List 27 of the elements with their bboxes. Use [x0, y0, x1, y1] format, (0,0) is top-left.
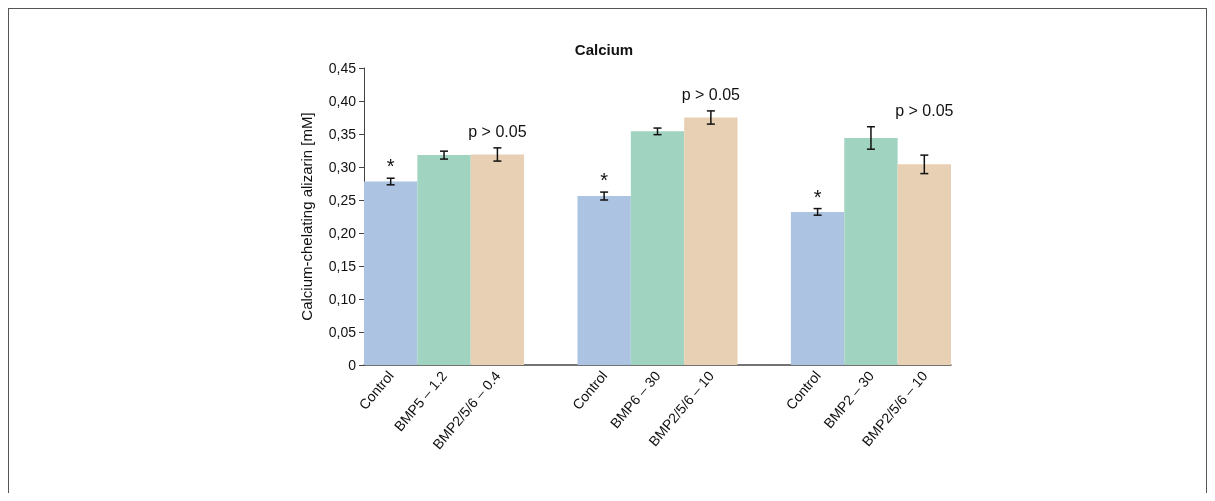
bar [577, 196, 631, 365]
y-tick-label: 0,15 [328, 258, 357, 274]
bar [844, 137, 898, 365]
bar [684, 117, 738, 365]
y-tick-label: 0,05 [328, 324, 357, 340]
y-tick-label: 0,35 [328, 126, 357, 142]
y-tick-label: 0,20 [328, 225, 357, 241]
annotation: * [600, 169, 609, 192]
annotation: p > 0.05 [468, 123, 527, 141]
y-tick-label: 0 [348, 357, 357, 373]
y-tick-label: 0,10 [328, 291, 357, 307]
y-tick-label: 0,45 [328, 60, 357, 76]
y-axis-title: Calcium-chelating alizarin [mM] [298, 112, 315, 321]
y-tick-label: 0,40 [328, 93, 357, 109]
bar [417, 155, 471, 365]
bar [630, 131, 685, 365]
bar [470, 154, 525, 365]
chart-title: Calcium [574, 41, 634, 58]
bar [897, 164, 951, 365]
bar [364, 181, 418, 365]
annotation: p > 0.05 [895, 102, 954, 120]
annotation: p > 0.05 [681, 86, 741, 104]
annotation: * [386, 155, 395, 178]
annotation: * [813, 185, 822, 208]
y-tick-label: 0,25 [328, 192, 357, 208]
y-tick-label: 0,30 [328, 159, 357, 175]
bar [790, 211, 845, 365]
